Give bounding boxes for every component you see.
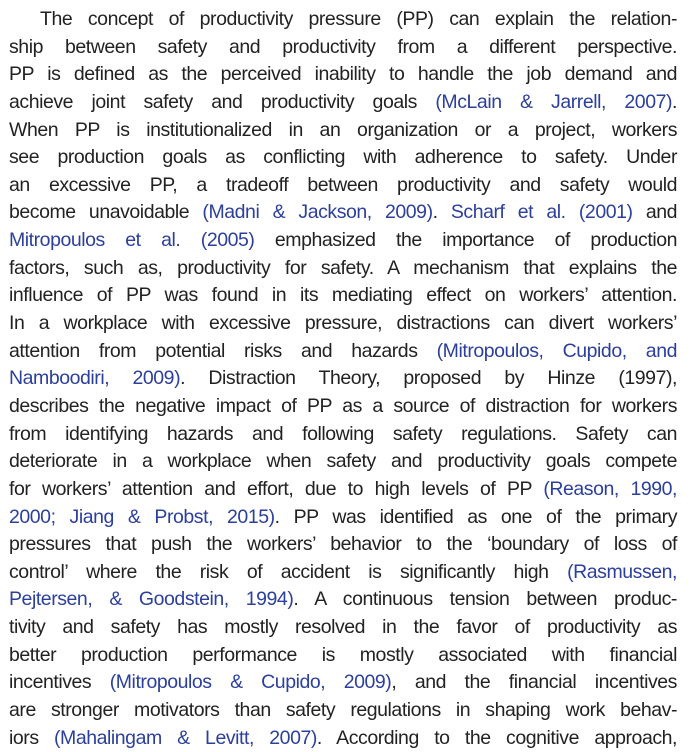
text-line: Mitropoulos et al. (2005) emphasized the…: [9, 227, 677, 255]
text-segment: achieve joint safety and productivity go…: [9, 90, 436, 113]
text-line: describes the negative impact of PP as a…: [9, 393, 677, 421]
text-line: see production goals as conflicting with…: [9, 144, 677, 172]
citation-link[interactable]: (Madni & Jackson, 2009): [202, 201, 433, 224]
text-line: PP is defined as the perceived inability…: [9, 61, 677, 89]
text-segment: an excessive PP, a tradeoff between prod…: [9, 173, 677, 196]
text-segment: The concept of productivity pressure (PP…: [40, 8, 677, 30]
text-segment: factors, such as, productivity for safet…: [9, 256, 677, 279]
text-segment: PP is defined as the perceived inability…: [9, 63, 677, 86]
citation-link[interactable]: (Mitropoulos & Cupido, 2009): [109, 671, 392, 694]
text-line: are stronger motivators than safety regu…: [9, 697, 677, 725]
text-segment: better production performance is mostly …: [9, 643, 677, 666]
text-segment: attention from potential risks and hazar…: [9, 339, 437, 362]
text-segment: ship between safety and productivity fro…: [9, 35, 677, 58]
text-line: achieve joint safety and productivity go…: [9, 89, 677, 117]
text-line: better production performance is mostly …: [9, 642, 677, 670]
text-line: 2000; Jiang & Probst, 2015). PP was iden…: [9, 504, 677, 532]
text-segment: , and the financial incentives: [391, 671, 677, 694]
text-line: incentives (Mitropoulos & Cupido, 2009),…: [9, 669, 677, 697]
text-line: an excessive PP, a tradeoff between prod…: [9, 172, 677, 200]
text-segment: . According to the cognitive approach,: [316, 726, 678, 749]
text-segment: . Distraction Theory, proposed by Hinze …: [180, 367, 677, 390]
citation-link[interactable]: Scharf et al. (2001): [450, 201, 633, 224]
citation-link[interactable]: (Mahalingam & Levitt, 2007): [54, 726, 317, 749]
text-segment: . PP was identified as one of the primar…: [274, 505, 678, 528]
text-line: influence of PP was found in its mediati…: [9, 282, 677, 310]
text-segment: and: [632, 201, 678, 224]
citation-link[interactable]: (Reason, 1990,: [543, 477, 677, 500]
text-line: Namboodiri, 2009). Distraction Theory, p…: [9, 365, 677, 393]
text-line: from identifying hazards and following s…: [9, 421, 677, 449]
text-segment: describes the negative impact of PP as a…: [9, 394, 677, 417]
text-segment: pressures that push the workers’ behavio…: [9, 533, 677, 556]
text-segment: see production goals as conflicting with…: [9, 146, 677, 169]
text-segment: influence of PP was found in its mediati…: [9, 284, 677, 307]
text-segment: become unavoidable: [9, 201, 203, 224]
text-line: When PP is institutionalized in an organ…: [9, 117, 677, 145]
text-segment: . A continuous tension between produc-: [293, 588, 677, 611]
text-line: Pejtersen, & Goodstein, 1994). A continu…: [9, 586, 677, 614]
citation-link[interactable]: (Mitropoulos, Cupido, and: [436, 339, 678, 362]
body-paragraph: The concept of productivity pressure (PP…: [9, 6, 677, 752]
text-line: In a workplace with excessive pressure, …: [9, 310, 677, 338]
text-line: become unavoidable (Madni & Jackson, 200…: [9, 199, 677, 227]
text-line: attention from potential risks and hazar…: [9, 338, 677, 366]
text-line: tivity and safety has mostly resolved in…: [9, 614, 677, 642]
text-line: factors, such as, productivity for safet…: [9, 255, 677, 283]
text-segment: from identifying hazards and following s…: [9, 422, 677, 445]
text-line: The concept of productivity pressure (PP…: [9, 6, 677, 34]
citation-link[interactable]: Mitropoulos et al. (2005): [9, 229, 255, 252]
text-line: control’ where the risk of accident is s…: [9, 559, 677, 587]
text-line: ship between safety and productivity fro…: [9, 34, 677, 62]
text-segment: .: [432, 201, 451, 224]
text-segment: In a workplace with excessive pressure, …: [9, 312, 677, 335]
citation-link[interactable]: Pejtersen, & Goodstein, 1994): [9, 588, 294, 611]
citation-link[interactable]: Namboodiri, 2009): [9, 367, 181, 390]
text-segment: deteriorate in a workplace when safety a…: [9, 450, 677, 473]
text-segment: tivity and safety has mostly resolved in…: [9, 616, 677, 639]
text-segment: When PP is institutionalized in an organ…: [9, 118, 677, 141]
text-segment: emphasized the importance of production: [254, 229, 678, 252]
text-line: iors (Mahalingam & Levitt, 2007). Accord…: [9, 725, 677, 752]
text-line: for workers’ attention and effort, due t…: [9, 476, 677, 504]
citation-link[interactable]: 2000; Jiang & Probst, 2015): [9, 505, 275, 528]
text-segment: for workers’ attention and effort, due t…: [9, 477, 544, 500]
citation-link[interactable]: (McLain & Jarrell, 2007): [435, 90, 673, 113]
text-line: deteriorate in a workplace when safety a…: [9, 448, 677, 476]
citation-link[interactable]: (Rasmussen,: [567, 560, 677, 583]
text-segment: control’ where the risk of accident is s…: [9, 560, 568, 583]
text-line: pressures that push the workers’ behavio…: [9, 531, 677, 559]
text-segment: incentives: [9, 671, 110, 694]
text-segment: are stronger motivators than safety regu…: [9, 699, 677, 722]
text-segment: iors: [9, 726, 54, 749]
text-segment: .: [672, 90, 677, 113]
